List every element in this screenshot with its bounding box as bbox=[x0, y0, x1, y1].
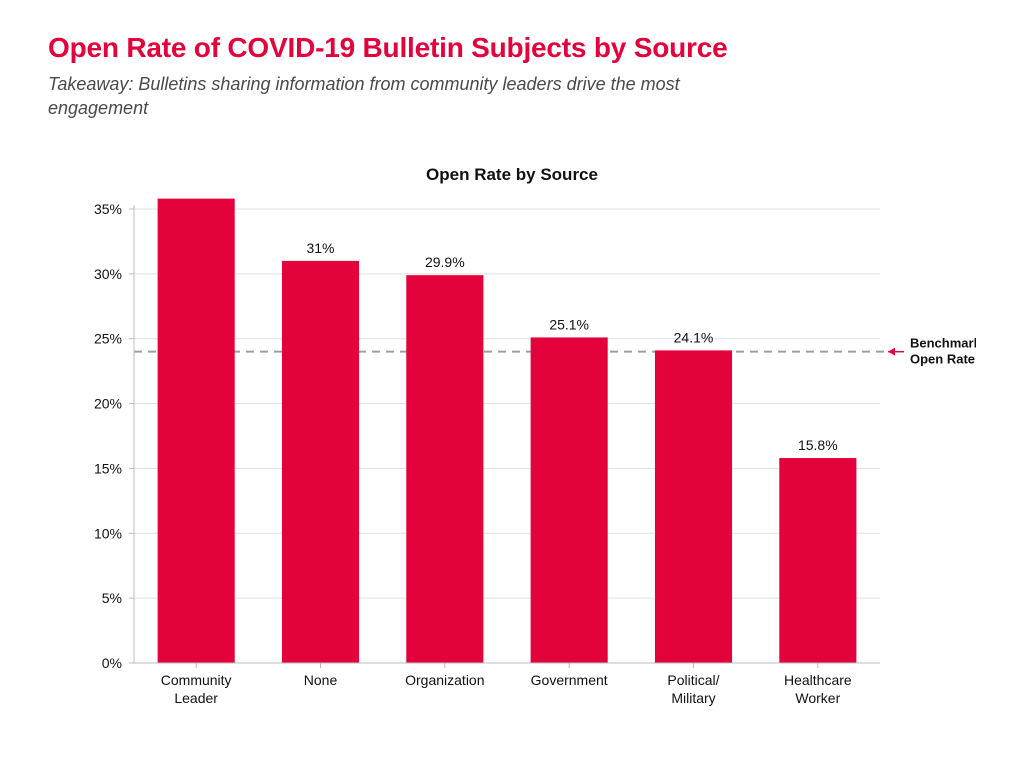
y-tick-label: 35% bbox=[94, 201, 122, 217]
bar-value-label: 24.1% bbox=[674, 329, 714, 345]
bar bbox=[531, 337, 608, 663]
page-root: Open Rate of COVID-19 Bulletin Subjects … bbox=[0, 0, 1024, 783]
bar-value-label: 25.1% bbox=[549, 316, 589, 332]
chart-title: Open Rate by Source bbox=[48, 165, 976, 185]
bar bbox=[282, 260, 359, 662]
bar-value-label: 35.8% bbox=[176, 193, 216, 194]
bar-value-label: 29.9% bbox=[425, 254, 465, 270]
bar-value-label: 31% bbox=[306, 239, 334, 255]
bar bbox=[779, 458, 856, 663]
category-label: None bbox=[304, 672, 338, 688]
y-tick-label: 15% bbox=[94, 460, 122, 476]
category-label: CommunityLeader bbox=[161, 672, 232, 706]
category-label: Government bbox=[531, 672, 608, 688]
page-title: Open Rate of COVID-19 Bulletin Subjects … bbox=[48, 32, 976, 64]
category-label: Organization bbox=[405, 672, 484, 688]
category-label: HealthcareWorker bbox=[784, 672, 852, 706]
bar bbox=[655, 350, 732, 663]
y-tick-label: 30% bbox=[94, 265, 122, 281]
y-tick-label: 0% bbox=[102, 655, 122, 671]
y-tick-label: 25% bbox=[94, 330, 122, 346]
y-tick-label: 10% bbox=[94, 525, 122, 541]
page-subtitle: Takeaway: Bulletins sharing information … bbox=[48, 72, 688, 121]
category-label: Political/Military bbox=[667, 672, 719, 706]
benchmark-label: BenchmarkOpen Rate bbox=[910, 335, 976, 366]
bar-chart: 0% 5% 10% 15% 20% 25% 30% 35% 35.8% CommunityLead… bbox=[48, 193, 976, 723]
chart-svg: 0% 5% 10% 15% 20% 25% 30% 35% 35.8% CommunityLead… bbox=[48, 193, 976, 723]
bar bbox=[406, 275, 483, 663]
benchmark-arrow-head bbox=[888, 347, 895, 355]
y-tick-label: 5% bbox=[102, 590, 122, 606]
y-tick-label: 20% bbox=[94, 395, 122, 411]
bar bbox=[158, 198, 235, 662]
bar-value-label: 15.8% bbox=[798, 437, 838, 453]
